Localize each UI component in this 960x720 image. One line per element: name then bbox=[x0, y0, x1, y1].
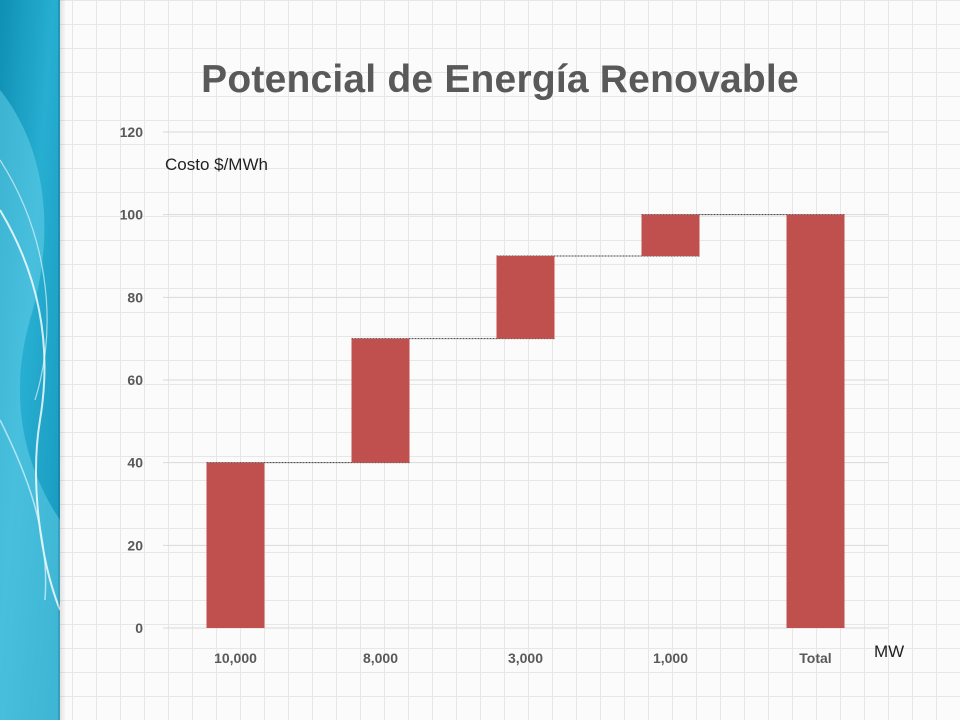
y-tick-label: 100 bbox=[120, 207, 144, 223]
x-tick-label: 10,000 bbox=[214, 650, 257, 666]
y-tick-label: 120 bbox=[120, 124, 144, 140]
y-tick-label: 0 bbox=[135, 620, 143, 636]
x-tick-label: 8,000 bbox=[363, 650, 398, 666]
x-axis-label: MW bbox=[874, 642, 904, 661]
y-axis-ticks: 0 20 40 60 80 100 120 bbox=[120, 124, 144, 636]
bar-2 bbox=[351, 338, 410, 463]
bar-total bbox=[786, 214, 845, 628]
bar-4 bbox=[641, 214, 700, 256]
x-axis-ticks: 10,000 8,000 3,000 1,000 Total bbox=[214, 650, 832, 666]
decorative-wave-band bbox=[0, 0, 60, 720]
x-tick-label: Total bbox=[799, 650, 831, 666]
y-tick-label: 80 bbox=[127, 289, 143, 305]
bar-3 bbox=[496, 256, 555, 339]
x-tick-label: 1,000 bbox=[653, 650, 688, 666]
x-tick-label: 3,000 bbox=[508, 650, 543, 666]
band-shadow bbox=[58, 0, 66, 720]
y-tick-label: 40 bbox=[127, 455, 143, 471]
bars bbox=[206, 214, 845, 628]
bar-1 bbox=[206, 462, 265, 628]
y-tick-label: 60 bbox=[127, 372, 143, 388]
chart-title: Potencial de Energía Renovable bbox=[201, 58, 799, 101]
y-axis-label: Costo $/MWh bbox=[165, 155, 268, 174]
gridlines bbox=[163, 131, 888, 629]
y-tick-label: 20 bbox=[127, 537, 143, 553]
